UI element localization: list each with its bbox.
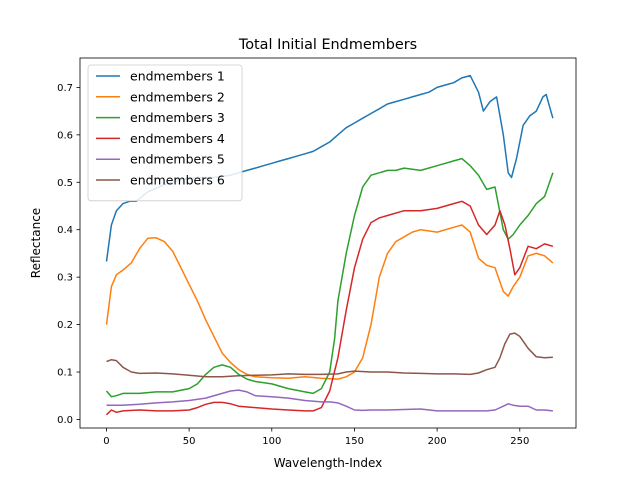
legend-label: endmembers 4: [130, 131, 225, 146]
series-line-endmembers-6: [106, 332, 553, 378]
y-tick-label: 0.4: [57, 225, 73, 236]
x-tick-label: 250: [510, 436, 529, 447]
y-tick-label: 0.3: [57, 273, 73, 284]
x-tick-label: 0: [103, 436, 109, 447]
series-line-endmembers-5: [106, 389, 553, 412]
x-axis: 0 50 100 150 200 250: [103, 428, 529, 447]
y-axis-label: Reflectance: [29, 208, 43, 278]
y-tick-label: 0.5: [57, 178, 73, 189]
y-tick-label: 0.1: [57, 368, 73, 379]
series-line-endmembers-2: [105, 224, 554, 380]
x-tick-label: 150: [345, 436, 364, 447]
legend-label: endmembers 5: [130, 152, 225, 167]
x-axis-label: Wavelength-Index: [274, 456, 383, 470]
legend-label: endmembers 3: [130, 110, 225, 125]
series-line-endmembers-3: [105, 157, 554, 398]
legend-label: endmembers 1: [130, 69, 225, 84]
y-tick-label: 0.6: [57, 130, 73, 141]
x-tick-label: 50: [183, 436, 196, 447]
legend: endmembers 1 endmembers 2 endmembers 3 endm…: [87, 64, 243, 202]
x-tick-label: 200: [428, 436, 447, 447]
legend-box: [87, 64, 243, 202]
y-tick-label: 0.2: [57, 320, 73, 331]
series-line-endmembers-4: [105, 200, 554, 416]
legend-label: endmembers 6: [130, 173, 225, 188]
legend-label: endmembers 2: [130, 89, 225, 104]
y-axis: 0.0 0.1 0.2 0.3 0.4 0.5 0.6 0.7: [57, 83, 80, 426]
chart-title: Total Initial Endmembers: [238, 37, 417, 53]
x-tick-label: 100: [262, 436, 281, 447]
y-tick-label: 0.0: [57, 415, 73, 426]
y-tick-label: 0.7: [57, 83, 73, 94]
plot-frame: [79, 57, 577, 429]
